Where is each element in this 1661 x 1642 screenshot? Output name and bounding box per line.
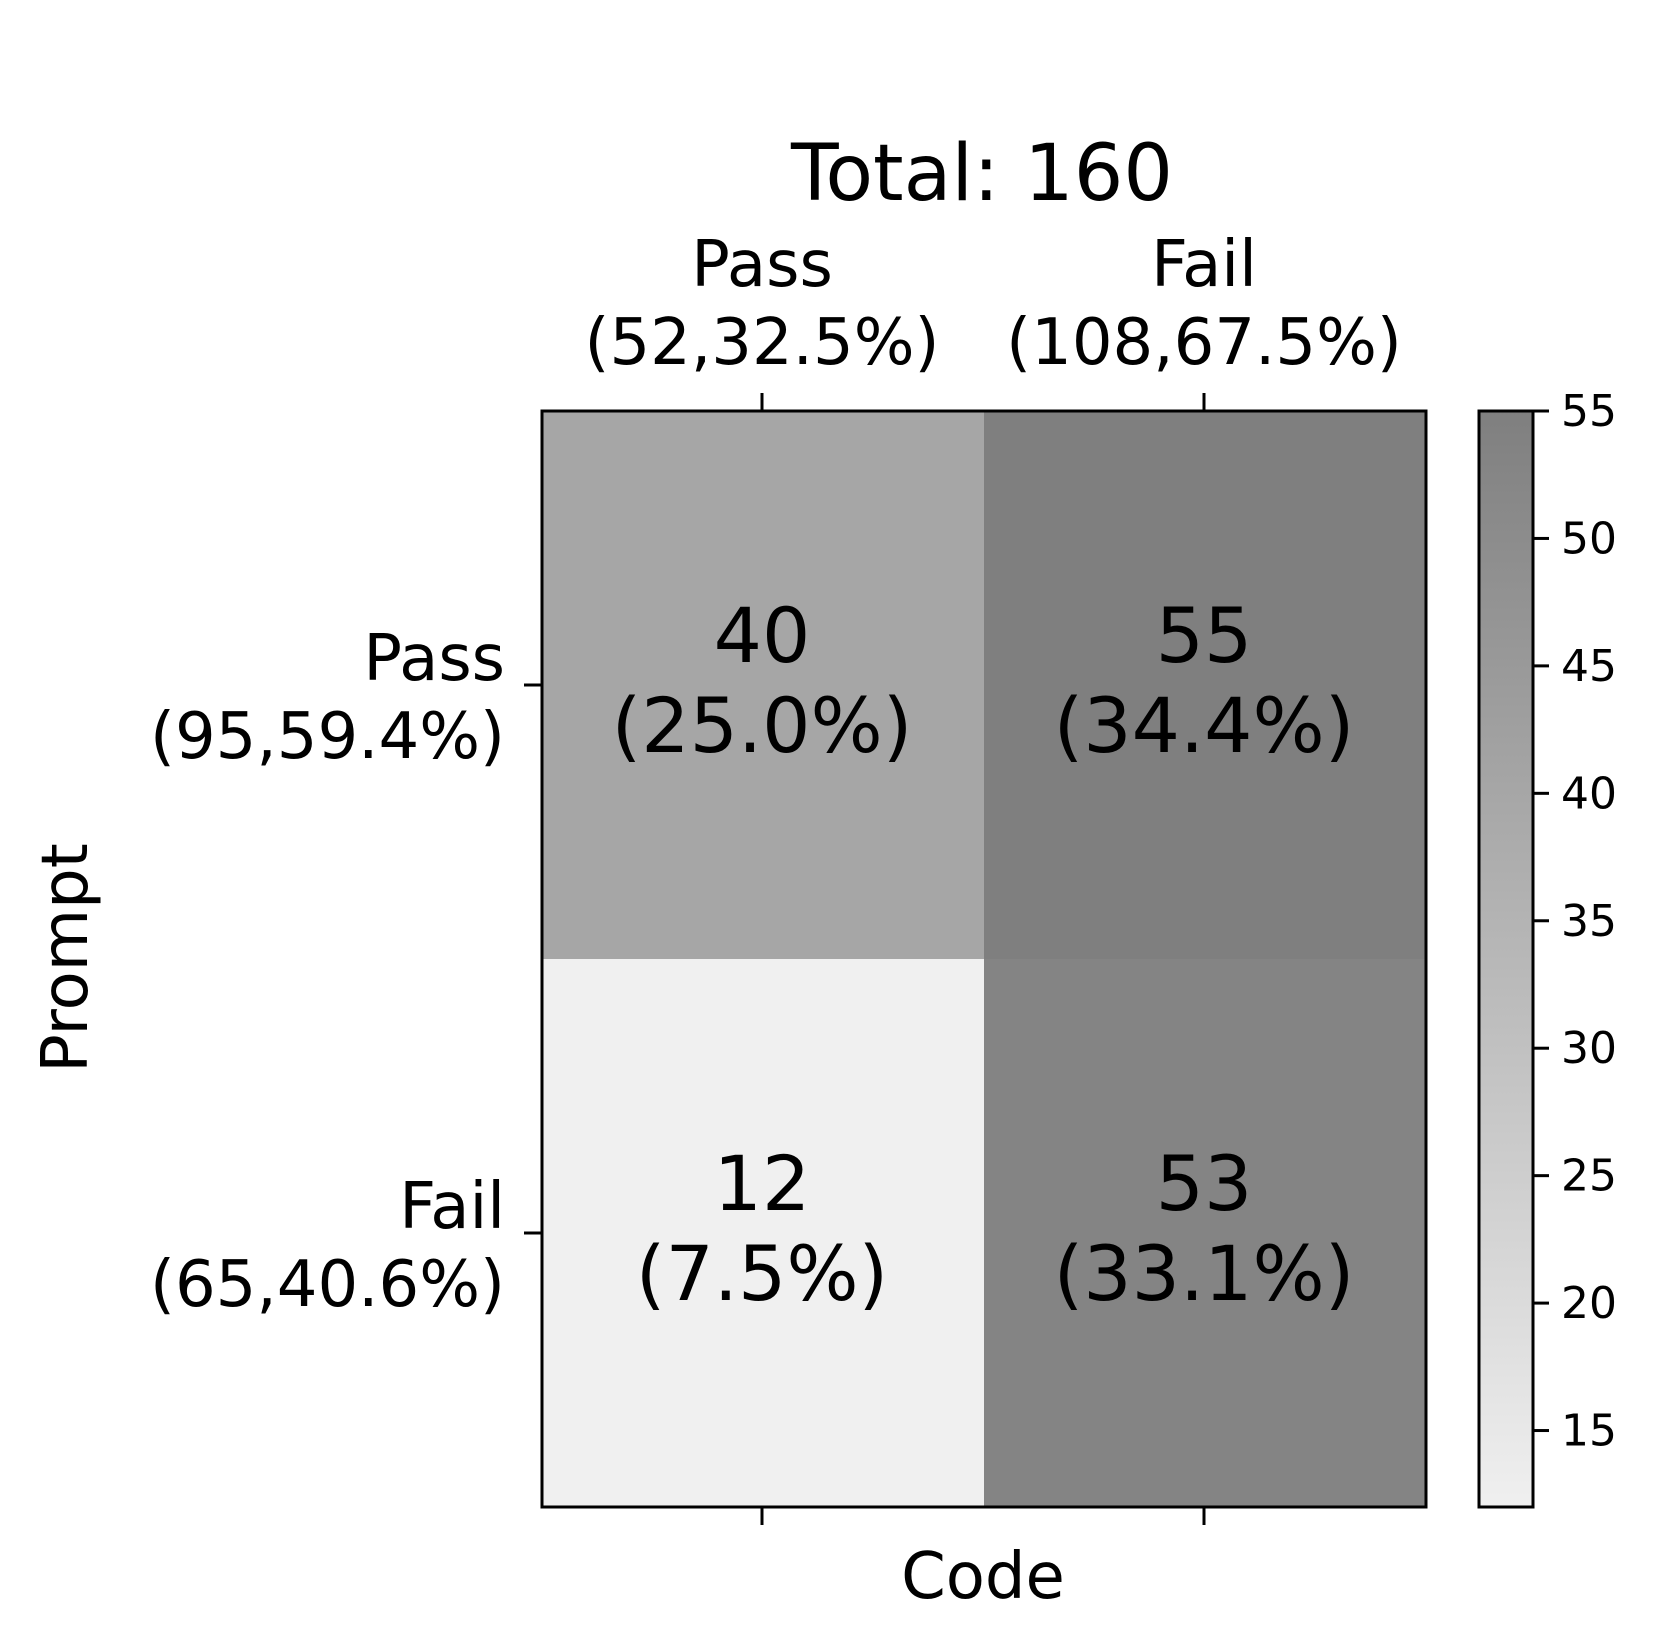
row-header-fail-summary: (65,40.6%) — [150, 1248, 505, 1322]
cell-percent-fail-fail: (33.1%) — [1054, 1229, 1355, 1318]
chart-title: Total: 160 — [790, 129, 1173, 219]
row-header-pass-label: Pass — [363, 622, 505, 696]
heatmap-cell-fail-fail — [984, 959, 1426, 1507]
cell-percent-fail-pass: (7.5%) — [636, 1229, 888, 1318]
colorbar — [1477, 409, 1535, 1509]
cell-value-fail-fail: 53 — [1156, 1139, 1253, 1228]
column-header-pass-label: Pass — [691, 228, 833, 302]
cell-percent-pass-pass: (25.0%) — [612, 681, 913, 770]
cell-value-pass-pass: 40 — [714, 591, 811, 680]
column-header-fail-label: Fail — [1151, 228, 1257, 302]
colorbar-tick-label: 30 — [1561, 1023, 1617, 1074]
row-header-pass-summary: (95,59.4%) — [150, 700, 505, 774]
colorbar-ticks: 15 20 25 30 35 40 45 50 55 — [1533, 386, 1617, 1457]
cell-value-fail-pass: 12 — [714, 1139, 811, 1228]
colorbar-tick-label: 40 — [1561, 768, 1617, 819]
y-axis-label: Prompt — [29, 843, 103, 1073]
colorbar-tick-label: 15 — [1561, 1406, 1617, 1457]
colorbar-tick-label: 45 — [1561, 641, 1617, 692]
column-header-pass-summary: (52,32.5%) — [584, 306, 939, 380]
heatmap-cell-fail-pass — [542, 959, 984, 1507]
colorbar-tick-label: 55 — [1561, 386, 1617, 437]
heatmap-frame — [540, 409, 1428, 1509]
heatmap-cell-pass-pass — [542, 411, 984, 959]
x-axis-label: Code — [901, 1540, 1065, 1614]
colorbar-tick-label: 50 — [1561, 513, 1617, 564]
colorbar-tick-label: 20 — [1561, 1278, 1617, 1329]
cell-value-pass-fail: 55 — [1156, 591, 1253, 680]
colorbar-tick-label: 35 — [1561, 896, 1617, 947]
heatmap-cell-pass-fail — [984, 411, 1426, 959]
row-header-fail-label: Fail — [399, 1170, 505, 1244]
column-header-fail-summary: (108,67.5%) — [1006, 306, 1402, 380]
colorbar-tick-label: 25 — [1561, 1151, 1617, 1202]
cell-percent-pass-fail: (34.4%) — [1054, 681, 1355, 770]
